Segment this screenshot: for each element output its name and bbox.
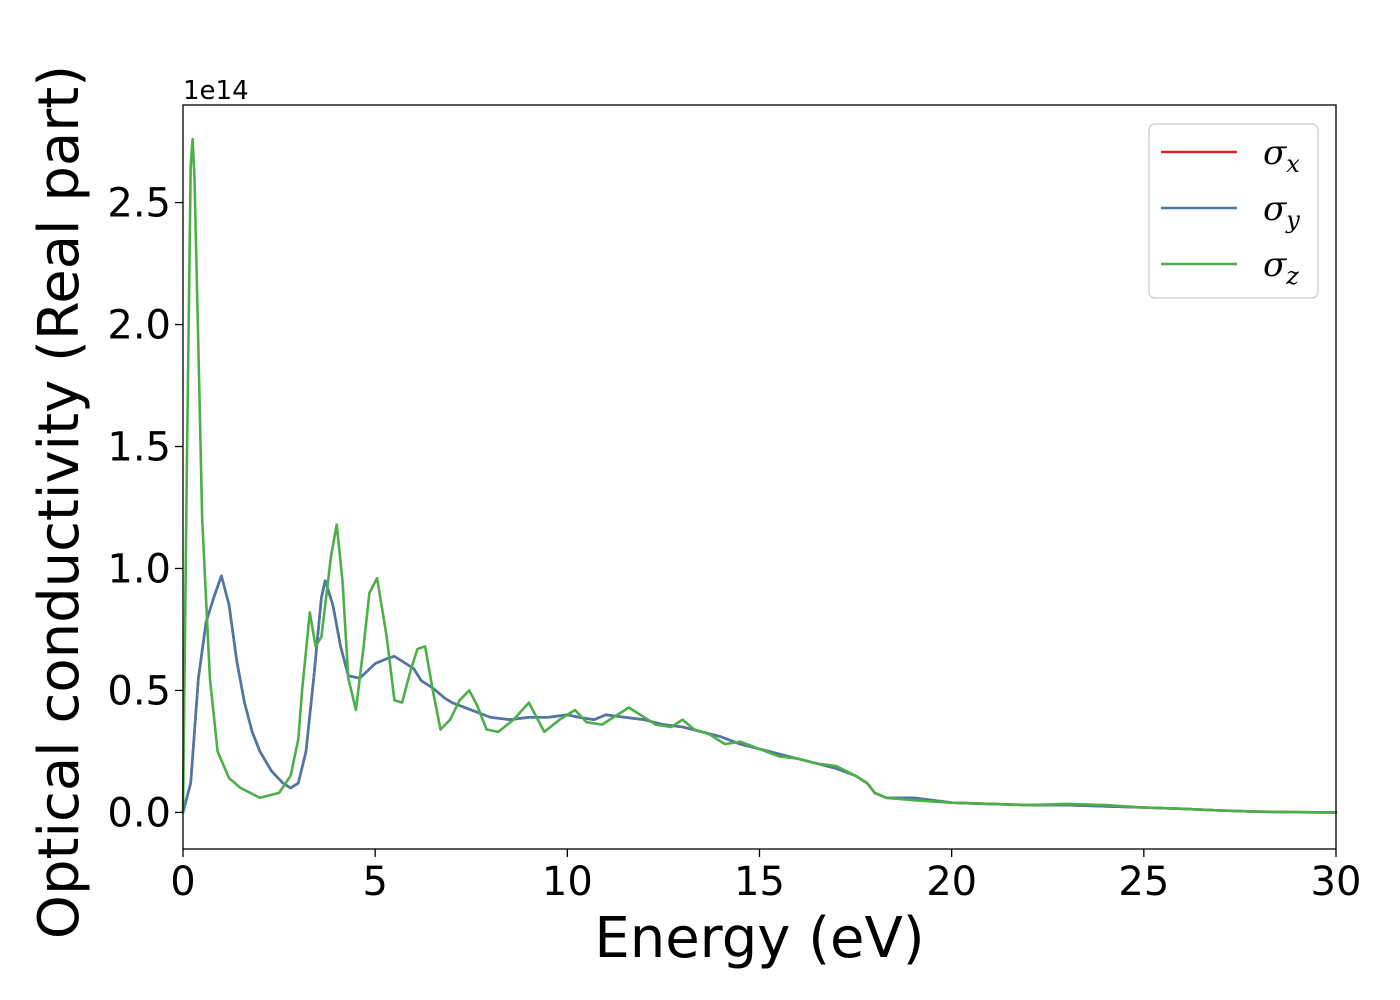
x-tick-label: 15 <box>734 859 785 905</box>
y-tick-label: 1.0 <box>107 546 171 592</box>
y-tick-label: 2.5 <box>107 181 171 227</box>
x-tick-label: 25 <box>1118 859 1169 905</box>
series-line-y <box>181 574 1338 814</box>
x-tick-label: 20 <box>926 859 977 905</box>
y-offset-label: 1e14 <box>183 76 249 106</box>
x-axis-label: Energy (eV) <box>594 906 924 971</box>
legend-label-x: σx <box>1263 133 1300 178</box>
x-tick-label: 5 <box>362 859 387 905</box>
series-lines <box>181 137 1338 814</box>
legend-label-y: σy <box>1263 189 1300 234</box>
series-line-x <box>181 574 1338 814</box>
y-tick-label: 0.0 <box>107 790 171 836</box>
y-tick-label: 0.5 <box>107 668 171 714</box>
y-axis: 0.0 0.5 1.0 1.5 2.0 2.5 <box>107 181 183 836</box>
y-axis-label: Optical conductivity (Real part) <box>27 65 92 939</box>
x-axis: 0 5 10 15 20 25 30 <box>170 849 1361 905</box>
legend: σx σy σz <box>1148 123 1319 299</box>
legend-label-z: σz <box>1263 245 1299 290</box>
legend-box <box>1148 123 1319 299</box>
series-line-z <box>181 137 1338 814</box>
x-tick-label: 10 <box>542 859 593 905</box>
y-tick-label: 1.5 <box>107 425 171 471</box>
y-tick-label: 2.0 <box>107 303 171 349</box>
x-tick-label: 0 <box>170 859 195 905</box>
x-tick-label: 30 <box>1311 859 1362 905</box>
